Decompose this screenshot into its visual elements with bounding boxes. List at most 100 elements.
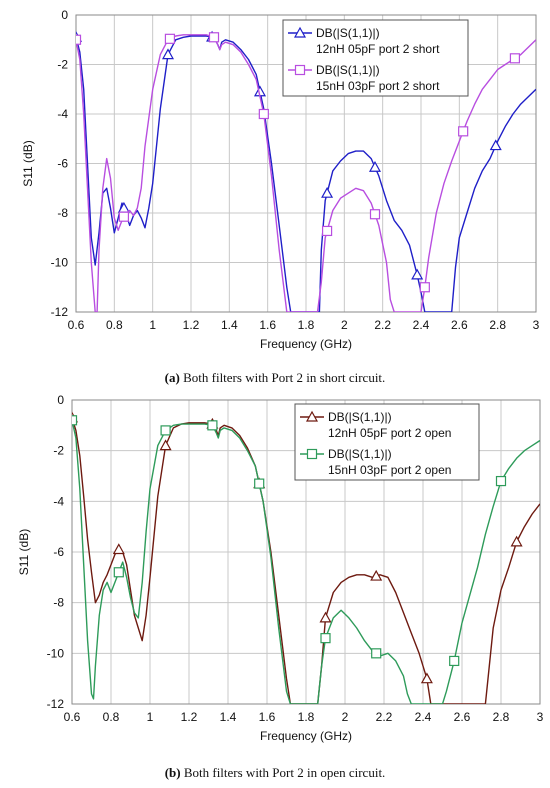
x-tick-label: 2.8	[493, 710, 510, 724]
x-tick-label: 3	[533, 318, 540, 332]
square-marker	[208, 32, 220, 43]
x-tick-label: 1.4	[220, 710, 237, 724]
series-2	[72, 415, 540, 704]
legend-entry-2: DB(|S(1,1)|) 15nH 03pF port 2 short	[288, 63, 440, 93]
x-axis-label: Frequency (GHz)	[260, 729, 352, 743]
x-tick-label: 1.6	[259, 710, 276, 724]
y-tick-label: -10	[51, 256, 69, 270]
x-tick-label: 1.6	[259, 318, 276, 332]
y-axis-label: S11 (dB)	[21, 140, 35, 186]
legend-sublabel: 15nH 03pF port 2 open	[328, 463, 451, 477]
legend-label: DB(|S(1,1)|)	[328, 410, 392, 424]
y-tick-label: -6	[53, 545, 64, 559]
x-tick-label: 0.6	[64, 710, 81, 724]
square-marker	[76, 34, 82, 45]
legend-sublabel: 12nH 05pF port 2 open	[328, 426, 451, 440]
square-marker	[258, 108, 269, 120]
square-marker	[118, 211, 130, 222]
y-tick-label: -2	[57, 58, 68, 72]
x-tick-label: 2	[341, 318, 348, 332]
legend-square-marker	[306, 448, 318, 460]
series-2	[76, 32, 536, 312]
square-marker	[254, 478, 265, 489]
y-tick-label: -8	[53, 596, 64, 610]
x-tick-label: 0.8	[106, 318, 123, 332]
triangle-marker	[510, 535, 523, 547]
legend: DB(|S(1,1)|)12nH 05pF port 2 openDB(|S(1…	[294, 403, 480, 481]
x-axis-label: Frequency (GHz)	[260, 337, 352, 351]
triangle-marker	[420, 672, 433, 684]
caption-a: (a) Both filters with Port 2 in short ci…	[164, 370, 386, 385]
x-tick-label: 2.4	[413, 318, 430, 332]
square-marker	[495, 475, 507, 487]
legend-entry-1: DB(|S(1,1)|) 12nH 05pF port 2 short	[288, 26, 440, 56]
triangle-marker	[112, 543, 125, 555]
x-tick-label: 2.2	[376, 710, 393, 724]
series-line	[72, 420, 540, 704]
legend: DB(|S(1,1)|)12nH 05pF port 2 shortDB(|S(…	[282, 19, 469, 97]
x-tick-label: 2.6	[451, 318, 468, 332]
square-marker	[371, 648, 382, 659]
x-tick-label: 1.2	[183, 318, 200, 332]
legend-entry-2: DB(|S(1,1)|) 15nH 03pF port 2 open	[300, 447, 451, 477]
triangle-marker	[319, 611, 332, 623]
y-tick-label: -10	[47, 646, 65, 660]
x-tick-label: 1.8	[298, 710, 315, 724]
square-marker	[449, 655, 460, 667]
square-marker	[321, 225, 333, 237]
square-marker	[164, 33, 176, 44]
y-tick-label: -6	[57, 157, 68, 171]
legend-box	[282, 19, 469, 97]
legend-sublabel: 12nH 05pF port 2 short	[316, 42, 440, 56]
y-tick-label: -4	[57, 107, 68, 121]
x-tick-label: 2.8	[489, 318, 506, 332]
x-tick-label: 2.6	[454, 710, 471, 724]
triangle-marker	[368, 160, 382, 172]
square-marker	[113, 567, 124, 578]
x-tick-label: 1.4	[221, 318, 238, 332]
series-line	[76, 34, 536, 312]
y-tick-label: 0	[61, 8, 68, 22]
x-tick-label: 1	[149, 318, 156, 332]
legend-triangle-marker	[293, 26, 307, 38]
x-tick-label: 0.6	[68, 318, 85, 332]
legend-entry-1: DB(|S(1,1)|) 12nH 05pF port 2 open	[300, 410, 451, 440]
x-tick-label: 2.4	[415, 710, 432, 724]
chart-a: 0.6 0.8 1 1.2 1.4 1.6 1.8 2 2.2 2.4 2.6 2.8 3 0 -2 -4 -6…	[21, 8, 540, 351]
x-tick-label: 1	[147, 710, 154, 724]
y-tick-label: -2	[53, 444, 64, 458]
legend-square-marker	[294, 64, 306, 76]
square-marker	[369, 209, 381, 220]
triangle-marker	[321, 186, 334, 198]
y-tick-label: -12	[51, 305, 69, 319]
y-tick-label: -4	[53, 494, 64, 508]
x-tick-label: 0.8	[103, 710, 120, 724]
square-marker	[509, 53, 521, 64]
x-tick-label: 2	[342, 710, 349, 724]
square-marker	[419, 282, 430, 293]
y-tick-label: -8	[57, 206, 68, 220]
square-marker	[72, 415, 78, 426]
y-tick-label: 0	[57, 393, 64, 407]
legend-label: DB(|S(1,1)|)	[316, 26, 380, 40]
legend-label: DB(|S(1,1)|)	[328, 447, 392, 461]
chart-b: 0.6 0.8 1 1.2 1.4 1.6 1.8 2 2.2 2.4 2.6 2.8 3 0 -2 -4 -6…	[17, 393, 544, 743]
triangle-marker	[159, 439, 172, 451]
triangle-marker	[370, 569, 383, 581]
square-marker	[458, 126, 469, 137]
square-marker	[320, 633, 331, 644]
y-tick-label: -12	[47, 697, 65, 711]
legend-label: DB(|S(1,1)|)	[316, 63, 380, 77]
legend-box	[294, 403, 480, 481]
x-tick-label: 3	[537, 710, 544, 724]
x-tick-label: 1.8	[298, 318, 315, 332]
legend-sublabel: 15nH 03pF port 2 short	[316, 79, 440, 93]
triangle-marker	[161, 48, 175, 60]
legend-triangle-marker	[305, 410, 319, 422]
caption-b: (b) Both filters with Port 2 in open cir…	[164, 765, 386, 780]
square-marker	[207, 420, 218, 431]
triangle-marker	[411, 268, 424, 280]
y-axis-label: S11 (dB)	[17, 529, 31, 575]
x-tick-label: 2.2	[374, 318, 391, 332]
